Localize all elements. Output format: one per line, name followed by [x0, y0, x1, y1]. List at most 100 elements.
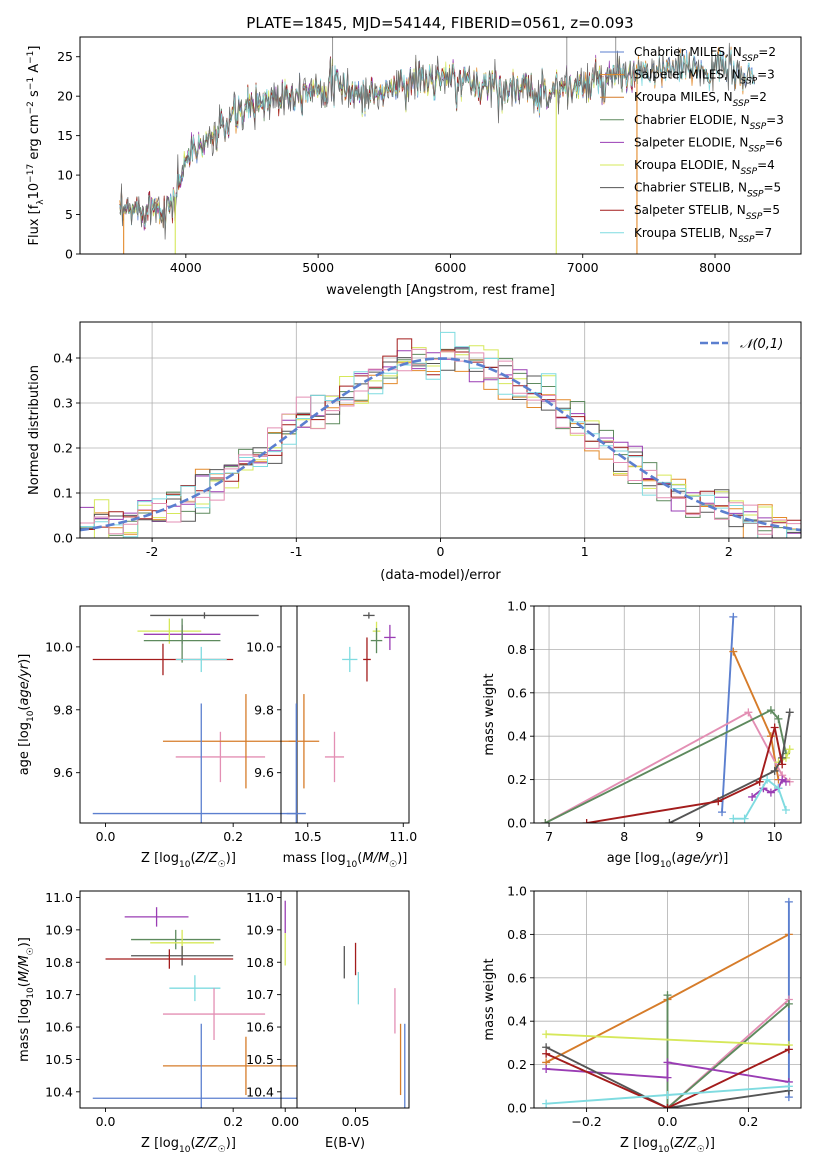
mass-weight-marker — [784, 1045, 793, 1054]
mass-weight-marker — [781, 777, 790, 786]
mass-weight-marker — [729, 647, 738, 656]
mass-weight-marker — [784, 999, 793, 1008]
mass-weight-line — [545, 1048, 790, 1108]
residuals-xtick-label: 0 — [437, 544, 445, 559]
residuals-xtick-label: -1 — [290, 544, 302, 559]
mass-weight-line — [546, 1033, 789, 1047]
residuals-ytick-label: 0.4 — [53, 351, 73, 366]
mass-weight-marker — [714, 797, 723, 806]
age_vs_Z-ytick-label: 9.6 — [53, 765, 73, 780]
weight_vs_age-ytick-label: 0.4 — [507, 729, 527, 744]
mass-weight-marker — [784, 897, 793, 906]
mass_vs_ebv-ytick-label: 10.7 — [246, 987, 274, 1002]
mass-weight-marker — [781, 805, 790, 814]
mass-weight-marker — [542, 1030, 551, 1039]
mass-weight-marker — [665, 819, 674, 823]
spectrum-data-line — [119, 42, 756, 240]
mass-weight-marker — [774, 714, 783, 723]
mass_vs_ebv-ytick-label: 10.6 — [246, 1020, 274, 1035]
mass-weight-marker — [785, 745, 794, 754]
mass_vs_Z-xlabel: Z [log10(Z/Z☉)] — [141, 1136, 236, 1155]
age_vs_mass-axes: 10.5 11.0 9.6 9.8 10.0 mass [log10(M/M☉)] — [246, 605, 417, 870]
mass-weight-marker — [663, 1090, 672, 1099]
mass-weight-marker — [766, 706, 775, 715]
spectrum-legend-label: Chabrier ELODIE, NSSP=3 — [634, 113, 784, 132]
spectrum-frame — [79, 36, 802, 255]
mass_vs_ebv-ytick-label: 10.5 — [246, 1052, 274, 1067]
residuals-ytick-label: 0.3 — [53, 396, 73, 411]
spectrum-legend-label: Chabrier STELIB, NSSP=5 — [634, 181, 781, 200]
spectrum-ytick-label: 10 — [57, 168, 73, 183]
residual-xlabel: (data-model)/error — [380, 568, 501, 583]
residuals-plot-area — [80, 331, 801, 538]
mass-weight-marker — [663, 1058, 672, 1067]
age_vs_mass-frame — [280, 605, 410, 824]
age_vs_mass-ytick-label: 10.0 — [246, 639, 274, 654]
spectrum-xtick-label: 8000 — [699, 260, 731, 275]
age_vs_Z-plot-area — [92, 612, 297, 823]
weight_vs_Z-xtick-label: −0.2 — [571, 1114, 601, 1129]
age_vs_Z-xtick-label: 0.2 — [223, 829, 243, 844]
spectrum-legend-label: Kroupa ELODIE, NSSP=4 — [634, 158, 775, 177]
weight_vs_Z-ytick-label: 0.6 — [507, 970, 527, 985]
mass-weight-marker — [541, 819, 550, 823]
mass-weight-marker — [778, 760, 787, 769]
residuals-xtick-label: 2 — [725, 544, 733, 559]
mass-weight-marker — [774, 784, 783, 793]
weight_vs_age-ylabel: mass weight — [482, 673, 497, 755]
gaussian-curve — [80, 357, 801, 532]
mass-weight-marker — [744, 708, 753, 717]
weight_vs_age-plot-area — [541, 612, 794, 823]
mass_vs_Z-xtick-label: 0.0 — [96, 1114, 116, 1129]
mass-weight-line — [545, 1046, 790, 1108]
mass_vs_Z-xtick-label: 0.2 — [223, 1114, 243, 1129]
mass-weight-marker — [785, 708, 794, 717]
mass-weight-marker — [748, 792, 757, 801]
spectrum-legend-label: Salpeter MILES, NSSP=3 — [634, 68, 775, 87]
age_vs_Z-ytick-label: 10.0 — [45, 639, 73, 654]
weight_vs_Z-xtick-label: 0.2 — [738, 1114, 758, 1129]
residual-histogram-step — [80, 348, 801, 535]
weight_vs_Z-plot-area — [542, 897, 793, 1108]
age_vs_Z-frame — [79, 605, 298, 824]
spectrum-xtick-label: 5000 — [302, 260, 334, 275]
residual-ylabel: Normed distribution — [27, 365, 42, 495]
age_vs_Z-axes: 0.0 0.2 9.6 9.8 10.0 Z [log10(Z/Z☉)] age [log1… — [17, 605, 298, 870]
age_vs_mass-ytick-label: 9.6 — [254, 765, 274, 780]
residuals-ytick-label: 0.0 — [53, 531, 73, 546]
mass_vs_Z-frame — [79, 890, 298, 1109]
mass_vs_Z-ytick-label: 10.8 — [45, 955, 73, 970]
mass_vs_Z-ytick-label: 11.0 — [45, 890, 73, 905]
spectrum-legend-label: Chabrier MILES, NSSP=2 — [634, 45, 776, 64]
weight_vs_Z-ytick-label: 1.0 — [507, 884, 527, 899]
mass_vs_Z-ytick-label: 10.4 — [45, 1084, 73, 1099]
mass_vs_Z-plot-area — [92, 907, 297, 1108]
mass-weight-marker — [663, 1104, 672, 1108]
weight_vs_age-xlabel: age [log10(age/yr)] — [607, 851, 729, 870]
mass_vs_Z-ytick-label: 10.7 — [45, 987, 73, 1002]
mass-weight-line — [666, 995, 790, 1108]
mass_vs_ebv-ytick-label: 10.4 — [246, 1084, 274, 1099]
mass-weight-marker — [542, 1049, 551, 1058]
weight_vs_age-frame — [533, 605, 802, 824]
age_vs_mass-xlabel: mass [log10(M/M☉)] — [283, 851, 408, 870]
figure-title: PLATE=1845, MJD=54144, FIBERID=0561, z=0… — [246, 14, 633, 32]
spectrum-xtick-label: 4000 — [170, 260, 202, 275]
spectrum-legend-label: Salpeter STELIB, NSSP=5 — [634, 203, 780, 222]
mass-weight-marker — [763, 775, 772, 784]
mass-weight-marker — [729, 814, 738, 823]
spectrum-xtick-label: 6000 — [435, 260, 467, 275]
mass_vs_Z-ytick-label: 10.5 — [45, 1052, 73, 1067]
age_vs_mass-xtick-label: 11.0 — [389, 829, 417, 844]
mass_vs_Z-ytick-label: 10.9 — [45, 922, 73, 937]
plot-layer: 4000 5000 6000 7000 80000510152025wavelength… — [17, 36, 802, 1155]
residuals-ytick-label: 0.1 — [53, 486, 73, 501]
mass_vs_ebv-ytick-label: 10.9 — [246, 922, 274, 937]
mass_vs_ebv-axes: 0.00 0.05 10.4 10.5 10.6 10.7 10.8 10.9 11.0 E(B-… — [246, 890, 410, 1151]
mass-weight-marker — [542, 1099, 551, 1108]
spectrum-ytick-label: 25 — [57, 49, 73, 64]
weight_vs_age-ytick-label: 0.6 — [507, 685, 527, 700]
weight_vs_age-ytick-label: 0.2 — [507, 772, 527, 787]
mass-weight-marker — [663, 991, 672, 1000]
spectrum-ytick-label: 20 — [57, 89, 73, 104]
